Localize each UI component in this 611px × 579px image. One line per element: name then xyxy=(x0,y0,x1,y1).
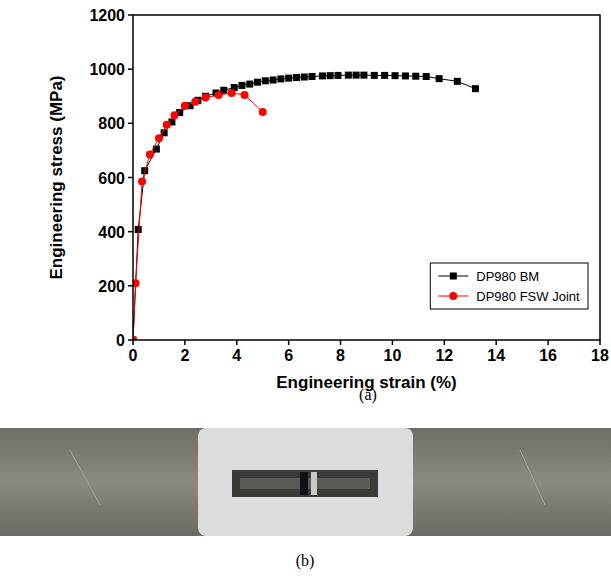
panel-label: (b) xyxy=(296,552,315,570)
x-tick-label: 18 xyxy=(591,347,609,364)
data-point xyxy=(402,72,409,79)
data-point xyxy=(238,82,245,89)
photo-scratch xyxy=(520,450,545,505)
x-tick-label: 6 xyxy=(284,347,293,364)
data-point xyxy=(360,72,367,79)
data-point xyxy=(285,75,292,82)
y-tick-label: 600 xyxy=(98,170,125,187)
y-axis-title: Engineering stress (MPa) xyxy=(47,75,66,279)
x-tick-label: 12 xyxy=(435,347,453,364)
photo-background xyxy=(0,428,611,536)
data-point xyxy=(301,74,308,81)
data-point xyxy=(246,81,253,88)
data-point xyxy=(191,98,199,106)
legend-marker xyxy=(450,273,457,280)
x-tick-label: 14 xyxy=(487,347,505,364)
data-point xyxy=(436,75,443,82)
data-point xyxy=(353,72,360,79)
series-line xyxy=(133,75,475,340)
figure: 0 2 4 6 8 10 12 14 16 18 0 200 400 600 800 1000 1200 Engi… xyxy=(0,0,611,579)
data-point xyxy=(381,72,388,79)
data-point xyxy=(454,78,461,85)
y-tick-label: 200 xyxy=(98,278,125,295)
data-point xyxy=(371,72,378,79)
data-point xyxy=(334,72,341,79)
data-point xyxy=(277,75,284,82)
data-point xyxy=(327,72,334,79)
data-point xyxy=(293,74,300,81)
fracture xyxy=(300,472,308,495)
x-tick-label: 0 xyxy=(129,347,138,364)
data-point xyxy=(309,73,316,80)
data-point xyxy=(270,77,277,84)
x-tick-label: 10 xyxy=(384,347,402,364)
x-tick-label: 4 xyxy=(232,347,241,364)
data-point xyxy=(254,79,261,86)
data-point xyxy=(228,89,236,97)
data-point xyxy=(202,94,210,102)
plot-frame xyxy=(133,15,600,340)
data-point xyxy=(423,73,430,80)
data-point xyxy=(472,85,479,92)
data-point xyxy=(181,102,189,110)
data-point xyxy=(319,72,326,79)
data-point xyxy=(259,108,267,116)
data-point xyxy=(412,73,419,80)
specimen-tab xyxy=(198,428,413,536)
data-point xyxy=(215,91,223,99)
data-point xyxy=(345,72,352,79)
y-tick-label: 0 xyxy=(116,332,125,349)
data-point xyxy=(392,72,399,79)
data-point xyxy=(171,111,179,119)
x-tick-label: 8 xyxy=(336,347,345,364)
legend-label: DP980 BM xyxy=(476,269,539,284)
legend-label: DP980 FSW Joint xyxy=(476,289,580,304)
specimen-photo xyxy=(0,428,611,536)
panel-label: (a) xyxy=(359,386,377,404)
y-tick-label: 1200 xyxy=(89,7,125,24)
legend: DP980 BM DP980 FSW Joint xyxy=(430,263,588,309)
x-tick-label: 16 xyxy=(539,347,557,364)
data-point xyxy=(163,121,171,129)
data-point xyxy=(135,226,142,233)
y-tick-label: 400 xyxy=(98,224,125,241)
y-tick-label: 1000 xyxy=(89,61,125,78)
data-point xyxy=(262,77,269,84)
legend-box xyxy=(430,263,588,309)
legend-marker xyxy=(449,292,457,300)
series-line xyxy=(133,93,263,340)
data-point xyxy=(155,134,163,142)
y-tick-label: 800 xyxy=(98,115,125,132)
data-point xyxy=(146,150,154,158)
data-point xyxy=(241,91,249,99)
specimen-gap xyxy=(232,470,378,497)
photo-scratch xyxy=(70,450,100,505)
x-tick-label: 2 xyxy=(180,347,189,364)
data-point xyxy=(133,279,140,287)
data-point xyxy=(138,178,146,186)
plot-area xyxy=(133,72,479,340)
gauge-edge xyxy=(311,472,317,495)
